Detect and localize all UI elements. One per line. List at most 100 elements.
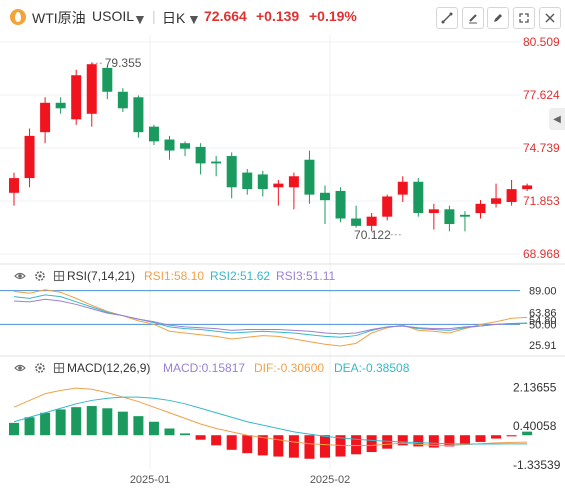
candle-body [148,126,159,142]
pen-icon [494,14,502,22]
rsi3-value: RSI3:51.11 [276,269,336,283]
candle-body [55,102,66,109]
dif-line [13,387,528,447]
macd-histogram-bar [55,409,66,436]
draw-line-button[interactable] [436,7,458,29]
period-dropdown-icon[interactable]: ▼ [187,11,201,27]
eye-icon[interactable] [14,270,26,282]
macd-histogram-bar [335,435,346,457]
price-change-pct: +0.19% [309,8,357,24]
macd-value: MACD:0.15817 [163,361,246,375]
price-axis: 80.509 77.624 74.739 71.853 68.968 [523,35,560,261]
price-tick-label: 80.509 [523,35,560,49]
macd-histogram-bar [273,435,284,457]
macd-histogram-bar [491,435,502,439]
candle-body [226,156,237,188]
candle-body [117,91,128,109]
symbol-dropdown-icon[interactable]: ▼ [133,11,147,27]
dea-line [13,396,528,445]
candle-body [273,183,284,188]
pen-button[interactable] [487,7,509,29]
date-label: 2025-01 [130,474,170,486]
candlestick-series [9,62,533,232]
candle-body [288,176,299,188]
macd-histogram-bar [242,435,253,454]
candle-body [71,75,82,120]
date-label: 2025-02 [310,474,350,486]
rsi-tick-label: 54.80 [529,315,557,327]
grid-icon[interactable] [53,362,65,374]
chevron-left-icon: ◀ [553,113,561,125]
low-annotation: 70.122 [354,228,391,242]
candle-body [242,172,253,190]
macd-name: MACD(12,26,9) [67,361,151,375]
macd-histogram-bar [180,433,191,436]
candle-body [257,174,268,190]
dif-value: DIF:-0.30600 [254,361,325,375]
macd-histogram-bar [195,435,206,440]
gear-icon[interactable] [34,270,46,282]
price-tick-label: 71.853 [523,194,560,208]
candle-body [24,135,35,179]
candle-body [320,192,330,201]
macd-histogram-bar [413,435,424,447]
candle-body [40,102,51,133]
macd-histogram-bar [444,435,455,447]
candle-body [9,178,19,193]
macd-histogram-bar [304,435,315,459]
macd-tick-label: 2.13655 [513,380,557,394]
rsi1-value: RSI1:58.10 [144,269,205,283]
candle-body [164,139,175,151]
macd-histogram-bar [506,435,517,437]
macd-histogram-bar [86,406,97,436]
candle-body [444,209,455,225]
candle-body [475,203,486,213]
oil-drop-icon [10,9,26,25]
macd-histogram-bar [117,411,128,436]
macd-histogram-bar [164,428,175,436]
candle-body [413,181,424,213]
macd-histogram-bar [211,435,222,446]
rsi2-value: RSI2:51.62 [210,269,271,283]
candle-body [211,161,222,164]
macd-histogram-bar [522,431,533,436]
macd-histogram-bar [320,435,330,458]
rsi-line-1 [13,289,528,347]
macd-histogram-bar [257,435,268,456]
candle-body [335,190,346,219]
candle-body [86,64,97,114]
dea-value: DEA:-0.38508 [334,361,410,375]
eye-icon[interactable] [14,362,26,374]
macd-histogram-bar [397,435,408,446]
candle-body [133,97,144,133]
candle-body [351,218,362,226]
macd-histogram-bar [40,412,51,436]
candle-body [304,159,315,195]
macd-header: MACD(12,26,9) MACD:0.15817 DIF:-0.30600 … [0,359,565,377]
symbol-code[interactable]: USOIL [92,8,135,24]
candle-body [459,214,470,217]
macd-histogram-bar [475,435,486,442]
collapse-sidebar-button[interactable]: ◀ [549,108,565,130]
last-price: 72.664 [204,8,247,24]
candle-body [382,196,393,217]
draw-line-icon [441,12,453,24]
macd-panel: 2.13655 0.40058 -1.33539 [9,380,561,472]
candle-body [366,216,377,226]
period-selector[interactable]: 日K [162,10,186,26]
candle-body [491,198,502,204]
brush-button[interactable] [462,7,484,29]
grid-icon[interactable] [53,270,65,282]
date-axis: 2025-01 2025-02 [130,474,350,486]
price-tick-label: 74.739 [523,141,560,155]
macd-histogram-bar [288,435,299,458]
symbol-name[interactable]: WTI原油 [32,10,86,26]
close-button[interactable] [539,7,561,29]
gear-icon[interactable] [34,362,46,374]
macd-histogram-bar [9,422,19,436]
rsi-line-3 [13,298,528,335]
fullscreen-button[interactable] [513,7,535,29]
close-icon [545,13,555,23]
